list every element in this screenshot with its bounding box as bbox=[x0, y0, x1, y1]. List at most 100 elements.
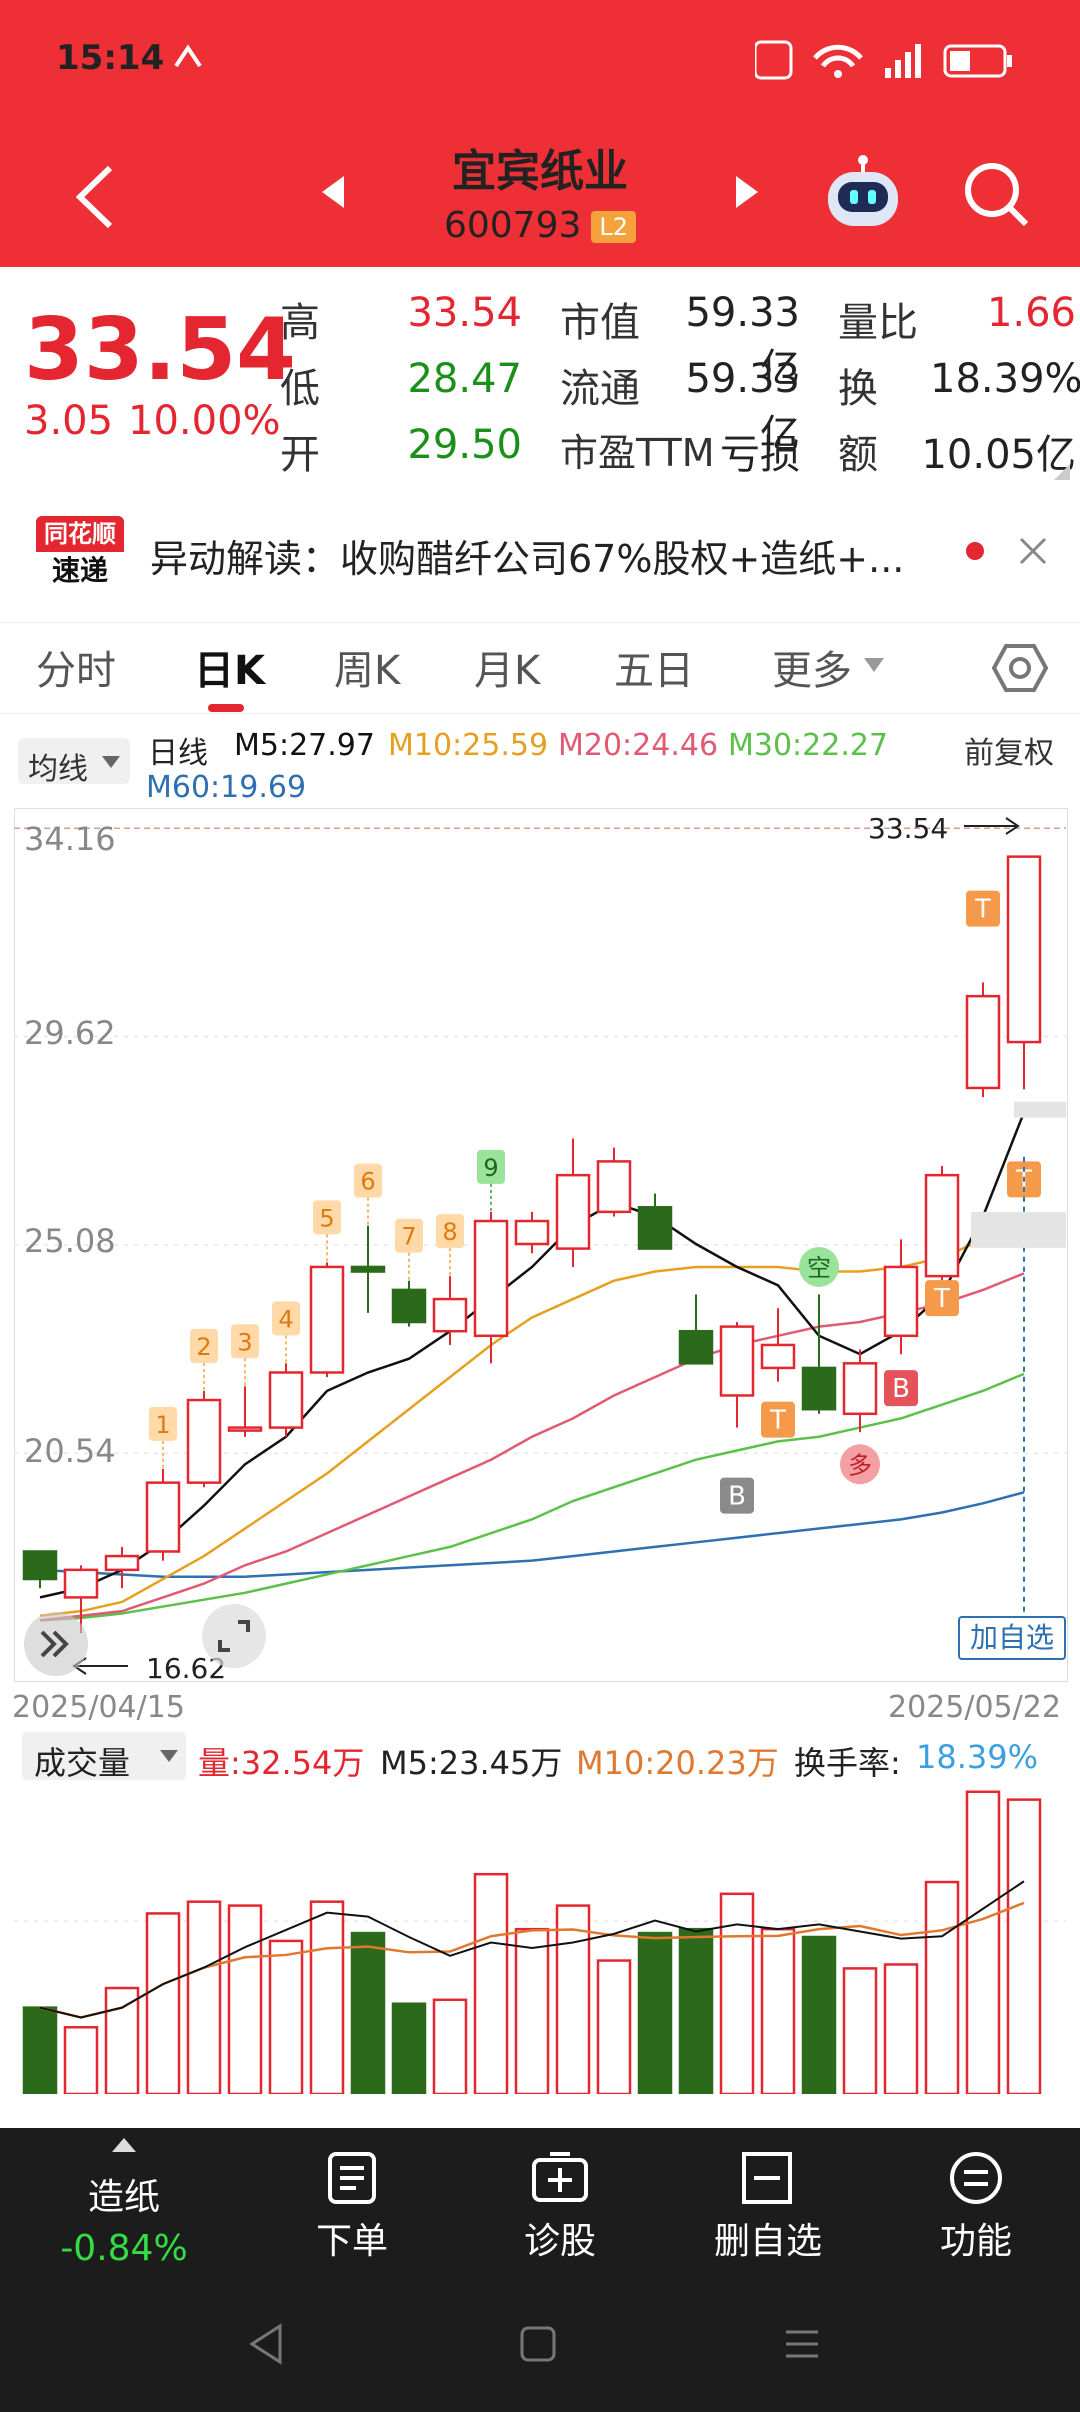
candle bbox=[555, 1173, 591, 1250]
tab-more[interactable]: 更多 bbox=[772, 648, 852, 694]
duo-tag bbox=[840, 1444, 880, 1485]
volume-bar bbox=[227, 1904, 263, 2094]
volume-bar bbox=[186, 1900, 222, 2094]
diagnose-button[interactable]: 诊股 bbox=[523, 2221, 596, 2262]
volume-bar bbox=[801, 1935, 837, 2094]
open-label: 开 bbox=[280, 432, 320, 478]
seq-tag-label: 6 bbox=[360, 1168, 375, 1196]
settings-icon[interactable] bbox=[992, 640, 1048, 696]
volume-value: 量:32.54万 bbox=[198, 1744, 365, 1782]
nav-menu-icon[interactable] bbox=[782, 2324, 822, 2364]
fullscreen-button[interactable] bbox=[202, 1604, 266, 1668]
candle bbox=[637, 1206, 673, 1250]
chevron-down-icon bbox=[864, 658, 884, 672]
price-change: 3.05 bbox=[24, 398, 114, 444]
volume-bar bbox=[22, 2006, 58, 2094]
diagnose-icon[interactable] bbox=[530, 2150, 590, 2206]
menu-icon[interactable] bbox=[948, 2150, 1004, 2206]
candle bbox=[1006, 855, 1042, 1044]
alert-banner[interactable] bbox=[0, 500, 1080, 610]
tab-five-day[interactable]: 五日 bbox=[614, 648, 694, 694]
period-tabs bbox=[0, 622, 1080, 714]
low-value: 28.47 bbox=[407, 356, 522, 402]
amount-value: 10.05亿 bbox=[921, 432, 1076, 478]
ths-logo-bottom: 速递 bbox=[51, 554, 108, 587]
candle bbox=[760, 1343, 796, 1370]
collapse-left-button[interactable] bbox=[24, 1612, 88, 1676]
header-bar bbox=[0, 0, 1080, 267]
candle bbox=[801, 1366, 837, 1411]
double-chevron-icon bbox=[40, 1630, 69, 1658]
seq-tag bbox=[436, 1214, 464, 1249]
add-watchlist-button[interactable]: 加自选 bbox=[958, 1616, 1066, 1660]
ma-m30: M30:22.27 bbox=[728, 728, 889, 763]
kong-tag bbox=[799, 1246, 839, 1287]
alert-text[interactable]: 异动解读：收购醋纤公司67%股权+造纸+... bbox=[150, 537, 905, 581]
t-tag bbox=[966, 890, 1000, 927]
amount-label: 额 bbox=[838, 432, 878, 478]
nav-back-icon[interactable] bbox=[246, 2322, 286, 2366]
price-band bbox=[971, 1211, 1066, 1248]
volume-bar bbox=[965, 1790, 1001, 2094]
y-label-4: 20.54 bbox=[24, 1432, 116, 1470]
remove-watchlist-button[interactable]: 删自选 bbox=[713, 2221, 822, 2262]
candle bbox=[965, 994, 1001, 1090]
caret-up-icon bbox=[112, 2138, 136, 2152]
ma20-line bbox=[39, 1272, 1025, 1622]
candle bbox=[227, 1426, 263, 1432]
sector-name[interactable]: 造纸 bbox=[87, 2177, 160, 2218]
candle bbox=[350, 1265, 386, 1273]
b-tag-label: B bbox=[892, 1374, 910, 1404]
tab-monthly-k[interactable]: 月K bbox=[474, 648, 541, 694]
pe-ttm-label: 市盈TTM bbox=[560, 431, 715, 475]
prev-stock-icon[interactable] bbox=[318, 172, 348, 212]
turnover-rate-value: 18.39% bbox=[916, 1738, 1039, 1776]
tab-daily-k[interactable]: 日K bbox=[194, 648, 265, 694]
l2-badge[interactable]: L2 bbox=[591, 211, 637, 243]
bottom-toolbar bbox=[0, 2128, 1080, 2412]
search-icon[interactable] bbox=[962, 160, 1032, 230]
next-stock-icon[interactable] bbox=[732, 172, 762, 212]
order-button[interactable]: 下单 bbox=[315, 2221, 388, 2262]
ma-type: 日线 bbox=[148, 736, 208, 771]
ma-m5: M5:27.97 bbox=[234, 728, 375, 763]
volume-selector-label: 成交量 bbox=[34, 1744, 131, 1782]
volume-bar bbox=[760, 1927, 796, 2094]
candle bbox=[391, 1288, 427, 1324]
seq-tag bbox=[477, 1149, 505, 1184]
market-cap-value: 59.33亿 bbox=[685, 290, 800, 392]
function-button[interactable]: 功能 bbox=[939, 2221, 1012, 2262]
open-value: 29.50 bbox=[407, 422, 522, 468]
volume-ratio-label: 量比 bbox=[838, 300, 918, 346]
close-icon[interactable] bbox=[1018, 536, 1048, 566]
high-label: 高 bbox=[280, 300, 320, 346]
ma-selector[interactable]: 均线 bbox=[18, 738, 130, 787]
seq-tag-label: 1 bbox=[155, 1411, 170, 1439]
nav-home-icon[interactable] bbox=[518, 2324, 558, 2364]
volume-selector[interactable]: 成交量 bbox=[22, 1732, 186, 1782]
tab-weekly-k[interactable]: 周K bbox=[334, 648, 401, 694]
candle bbox=[432, 1297, 468, 1333]
volume-bar bbox=[883, 1963, 919, 2094]
kline-chart[interactable]: 123456789TBBTTT空多 bbox=[14, 808, 1066, 1680]
b-tag-label: B bbox=[728, 1482, 746, 1512]
remove-watch-icon[interactable] bbox=[740, 2150, 794, 2206]
robot-assistant-icon[interactable] bbox=[822, 152, 904, 232]
date-start: 2025/04/15 bbox=[12, 1690, 185, 1725]
adjust-mode[interactable]: 前复权 bbox=[964, 736, 1054, 771]
order-icon[interactable] bbox=[326, 2150, 378, 2206]
candle bbox=[678, 1329, 714, 1365]
back-icon[interactable] bbox=[70, 162, 120, 232]
ma10-line bbox=[39, 1220, 1025, 1617]
arrow-right-icon bbox=[964, 817, 1020, 835]
volume-m10: M10:20.23万 bbox=[576, 1744, 779, 1782]
t-tag bbox=[925, 1280, 959, 1317]
volume-chart[interactable] bbox=[14, 1780, 1066, 2094]
candle bbox=[719, 1325, 755, 1397]
pe-ttm-value: 亏损 bbox=[720, 432, 800, 478]
candle bbox=[145, 1481, 181, 1553]
volume-bar bbox=[350, 1931, 386, 2094]
candle bbox=[924, 1173, 960, 1278]
expand-corner-icon[interactable] bbox=[1052, 462, 1072, 482]
tab-intraday[interactable]: 分时 bbox=[36, 648, 116, 694]
